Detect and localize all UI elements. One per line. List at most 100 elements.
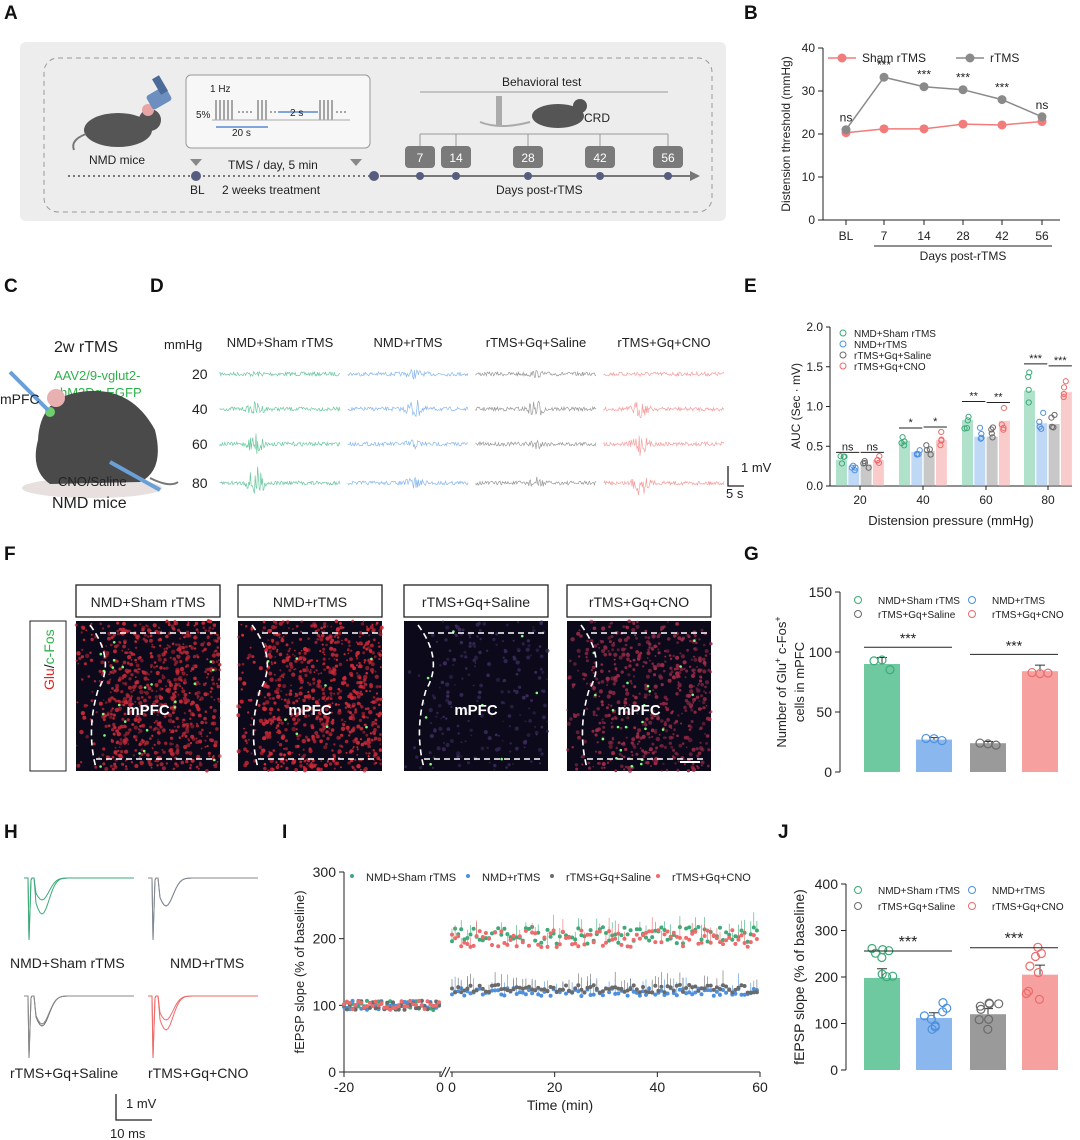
data-point (604, 940, 608, 945)
cell (288, 668, 292, 672)
cell (362, 730, 366, 734)
cell (376, 725, 380, 729)
cell (368, 740, 372, 744)
data-point (644, 989, 648, 994)
cell (124, 749, 129, 754)
cell (117, 749, 120, 753)
cell (621, 652, 626, 657)
data-point (748, 932, 753, 937)
cell (163, 658, 167, 662)
cell (258, 718, 264, 723)
data-point (533, 938, 538, 943)
cell (285, 766, 289, 771)
cell (177, 643, 181, 646)
y-axis-label-part: + (773, 616, 783, 621)
data-point (628, 944, 633, 949)
cell (197, 713, 202, 718)
cell (370, 668, 375, 673)
cell (685, 746, 688, 749)
cell (636, 732, 640, 736)
cell (139, 713, 142, 715)
cell (200, 720, 204, 725)
mouse-illustration (72, 104, 161, 151)
day-box (513, 146, 543, 168)
data-point (600, 925, 605, 930)
cell (598, 647, 601, 649)
data-point (425, 1007, 430, 1012)
data-point (641, 933, 645, 938)
cell (185, 729, 190, 734)
cell (187, 738, 190, 741)
y-axis-label: fEPSP slope (% of baseline) (791, 889, 807, 1065)
cell (243, 727, 245, 730)
cell (337, 710, 342, 715)
cell (692, 676, 694, 678)
cell (304, 714, 308, 718)
data-point (517, 934, 522, 939)
data-point (585, 985, 590, 990)
cell (332, 678, 336, 682)
cell (294, 655, 296, 657)
cell (204, 682, 207, 685)
cell (321, 696, 326, 700)
cell (359, 692, 364, 696)
panel-label-d: D (150, 276, 164, 297)
cell (195, 740, 200, 745)
cell (247, 699, 251, 702)
cell (322, 657, 326, 661)
cell (635, 636, 638, 640)
cfos-cell (601, 737, 605, 741)
data-point (665, 991, 670, 996)
cell (244, 739, 248, 743)
cell (651, 634, 656, 639)
cell (441, 732, 445, 736)
significance-label: ns (840, 111, 853, 125)
cell (335, 633, 339, 637)
bar (1022, 974, 1058, 1070)
cell (631, 628, 636, 633)
data-point (579, 933, 584, 938)
cfos-cell (643, 704, 646, 707)
cell (699, 726, 704, 730)
cell (334, 664, 339, 668)
y-tick-label: 300 (815, 923, 839, 939)
cfos-cell (648, 690, 652, 693)
cell (213, 708, 217, 713)
glu-text: Glu (41, 668, 57, 690)
data-point (523, 985, 528, 990)
cell (500, 690, 504, 694)
cell (168, 713, 173, 718)
data-point (579, 928, 584, 933)
cell (183, 635, 186, 639)
cell (378, 645, 381, 648)
cell (517, 621, 520, 624)
cell (359, 768, 362, 771)
cell (83, 703, 88, 708)
cell (129, 651, 132, 654)
cell (445, 682, 450, 687)
cell (315, 629, 318, 632)
x-tick-label: 60 (979, 493, 993, 507)
data-point (644, 992, 648, 997)
trace-label: NMD+rTMS (170, 955, 244, 971)
cell (211, 660, 215, 664)
cell (110, 709, 113, 712)
cell (684, 709, 688, 712)
cell (663, 745, 668, 750)
cell (514, 689, 519, 695)
cfos-cell (121, 665, 124, 669)
cell (85, 735, 89, 739)
cell (566, 708, 569, 711)
data-point (359, 1000, 364, 1005)
data-point (748, 940, 753, 945)
cell (166, 644, 169, 646)
data-point (714, 985, 719, 990)
data-point (471, 989, 476, 994)
cell (184, 650, 189, 655)
cell (639, 747, 642, 749)
cell (129, 728, 132, 731)
data-point (523, 992, 528, 997)
cell (279, 758, 284, 763)
cell (302, 698, 306, 703)
